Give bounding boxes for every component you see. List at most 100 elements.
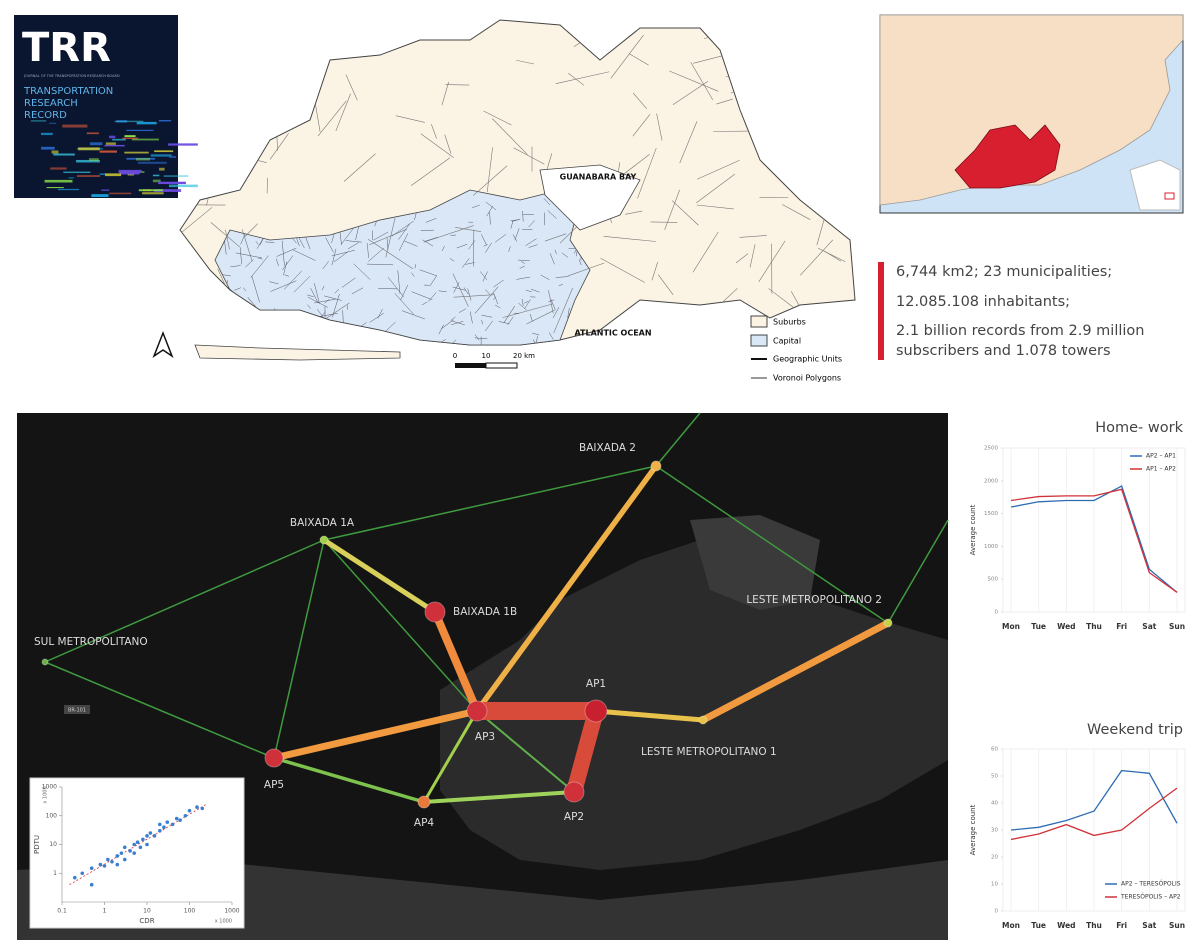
voronoi-edge (739, 235, 767, 238)
voronoi-edge (453, 294, 495, 298)
network-node (424, 601, 446, 623)
voronoi-edge (239, 247, 242, 265)
cover-bar (126, 129, 154, 131)
voronoi-edge (221, 296, 231, 298)
voronoi-edge (334, 288, 339, 294)
scale-label: 0 (453, 352, 457, 360)
voronoi-edge (324, 299, 330, 304)
voronoi-edge (817, 247, 846, 262)
voronoi-edge (243, 287, 247, 292)
scatter-point (132, 842, 137, 847)
x-axis-label: CDR (139, 917, 154, 925)
scatter-point (178, 818, 182, 823)
y-tick-label: 100 (46, 812, 58, 819)
voronoi-edge (204, 121, 251, 145)
voronoi-edge (292, 249, 316, 261)
voronoi-edge (568, 262, 605, 277)
voronoi-edge (411, 272, 415, 277)
node-label: BAIXADA 2 (579, 442, 636, 454)
network-edge (323, 465, 657, 541)
x-tick-label: Sat (1142, 921, 1156, 930)
voronoi-edge (520, 261, 525, 264)
node-label: AP4 (414, 817, 435, 829)
y-axis-label: Average count (969, 504, 977, 555)
voronoi-edge (270, 280, 297, 292)
scale-bar (485, 362, 518, 369)
sandbank (194, 344, 401, 361)
voronoi-edge (512, 234, 517, 242)
voronoi-edge (401, 310, 426, 320)
scatter-point (102, 864, 107, 868)
network-edges (44, 412, 949, 804)
voronoi-edge (271, 312, 276, 316)
cover-bar (152, 179, 161, 183)
voronoi-edge (610, 34, 644, 79)
voronoi-edge (343, 153, 376, 182)
voronoi-edge (480, 271, 488, 281)
node-label: AP1 (586, 678, 606, 690)
scatter-point (115, 854, 120, 858)
voronoi-edge (422, 239, 434, 247)
voronoi-edge (283, 261, 287, 276)
terrain (690, 515, 820, 610)
cover-bar (76, 175, 101, 177)
node-label: AP3 (475, 731, 495, 743)
scatter-point (89, 866, 94, 870)
voronoi-edge (498, 321, 510, 325)
cover-bar (138, 189, 163, 192)
network-edge (323, 539, 478, 712)
cover-bar (105, 142, 116, 145)
voronoi-edge (261, 93, 279, 131)
voronoi-edge (450, 316, 456, 321)
network-edge (273, 707, 478, 762)
cover-bar (112, 138, 126, 141)
x-tick-label: Tue (1031, 921, 1046, 930)
x-tick-label: Fri (1116, 921, 1127, 930)
voronoi-edge (321, 285, 325, 291)
voronoi-edge (513, 147, 545, 165)
voronoi-edge (461, 258, 470, 268)
voronoi-edge (335, 93, 351, 132)
cover-bar (40, 132, 53, 136)
voronoi-edge (534, 336, 539, 345)
voronoi-edge (567, 307, 570, 318)
voronoi-edge (553, 287, 574, 334)
voronoi-edge (494, 234, 507, 243)
voronoi-edge (485, 289, 491, 295)
voronoi-edge (345, 74, 358, 101)
voronoi-edge (282, 255, 294, 271)
network-edge (566, 708, 604, 795)
voronoi-edge (271, 321, 282, 345)
voronoi-edge (226, 120, 239, 151)
cover-bar (30, 120, 47, 122)
node-label: BAIXADA 1B (453, 606, 517, 618)
cover-bar (158, 120, 172, 122)
scale-label: 10 (482, 352, 491, 360)
x-tick-label: Wed (1057, 622, 1075, 631)
voronoi-edge (411, 291, 433, 301)
voronoi-edge (508, 246, 511, 252)
scatter-point (141, 837, 145, 842)
voronoi-edge (543, 198, 551, 206)
scatter-inset: 0.1 1 10 100 1000 1 10 100 1000 CDR PDTU x 1000 x 10… (29, 777, 245, 929)
x-tick-label: 10 (143, 908, 151, 915)
voronoi-edge (366, 242, 370, 258)
voronoi-edge (600, 257, 645, 283)
scatter-point (145, 834, 149, 838)
voronoi-edge (419, 269, 438, 277)
voronoi-edge (367, 263, 394, 266)
cover-bar (150, 154, 172, 157)
voronoi-edge (404, 240, 418, 247)
cover-bars (30, 120, 198, 198)
node-label: LESTE METROPOLITANO 2 (746, 594, 882, 606)
voronoi-edge (369, 228, 407, 246)
voronoi-suburbs (180, 23, 855, 345)
voronoi-edge (518, 259, 530, 261)
voronoi-edge (837, 70, 841, 111)
voronoi-edge (217, 34, 256, 47)
voronoi-edge (208, 96, 223, 106)
cover-bar (50, 167, 67, 170)
x-tick-label: Thu (1086, 622, 1102, 631)
scatter-point (157, 828, 162, 833)
y-tick-label: 2000 (984, 478, 998, 484)
